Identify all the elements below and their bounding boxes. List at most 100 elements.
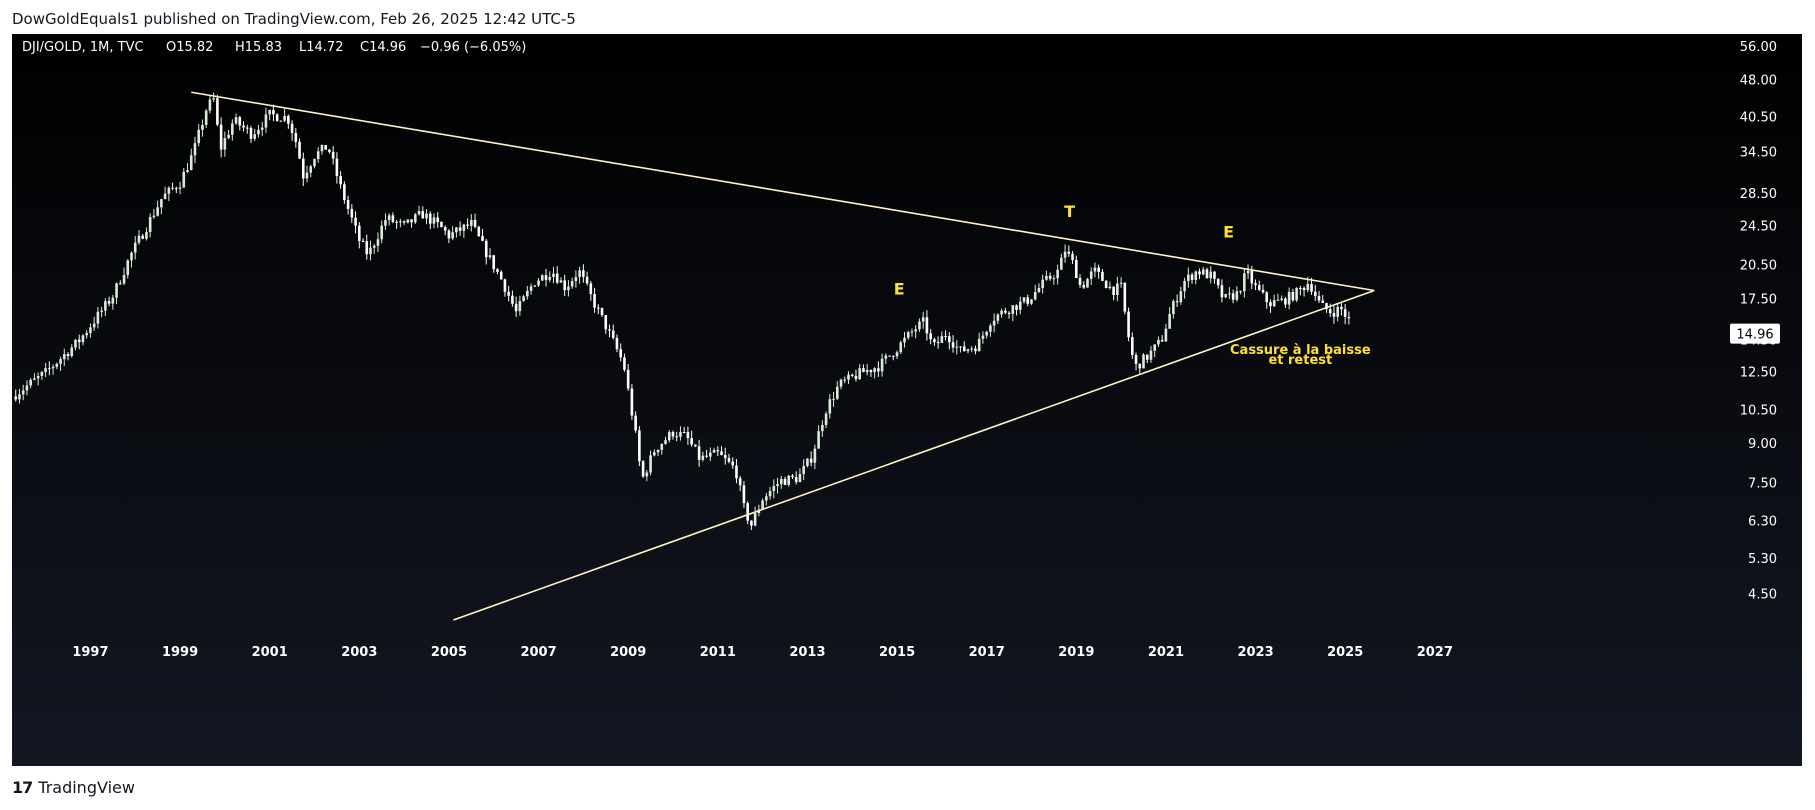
- candle-body: [1235, 291, 1239, 300]
- candle-body: [634, 415, 637, 431]
- candle-body: [1272, 300, 1276, 307]
- candle-body: [1015, 305, 1018, 310]
- candle-body: [645, 472, 649, 477]
- candle: [350, 204, 354, 224]
- pattern-label: E: [1223, 222, 1234, 241]
- candle: [1074, 255, 1078, 279]
- candle: [447, 228, 451, 244]
- candle-body: [1097, 267, 1100, 272]
- candle-body: [888, 355, 891, 357]
- candle-body: [959, 346, 962, 348]
- candle: [204, 108, 208, 128]
- candle-body: [1007, 312, 1011, 314]
- candle-body: [242, 125, 245, 128]
- candle: [1097, 264, 1100, 279]
- candle: [936, 336, 940, 349]
- chart-frame[interactable]: E T E Cassure à la baisse et retest 56.00 48.…: [12, 34, 1802, 766]
- price-axis[interactable]: 56.00 48.00 40.50 34.50 28.50 24.50 20.50 17.50…: [1730, 40, 1780, 602]
- candle-body: [253, 134, 257, 139]
- candle-body: [735, 465, 738, 479]
- candle-body: [839, 379, 843, 387]
- candle: [335, 152, 339, 184]
- candle-body: [331, 151, 335, 159]
- time-tick-label: 2027: [1417, 645, 1453, 660]
- candle: [892, 355, 895, 361]
- candle: [552, 266, 555, 284]
- candle: [488, 248, 492, 260]
- candle: [649, 450, 652, 476]
- candle: [473, 213, 477, 229]
- candle: [634, 411, 637, 433]
- candle: [697, 439, 701, 467]
- candle-body: [466, 224, 469, 226]
- candle: [477, 225, 481, 237]
- candle: [589, 280, 593, 301]
- candle: [940, 331, 944, 343]
- candle: [1168, 307, 1171, 329]
- candle-body: [115, 283, 118, 298]
- time-tick-label: 2001: [252, 645, 288, 660]
- candle: [380, 220, 383, 244]
- candle-body: [1086, 278, 1089, 288]
- candle-body: [29, 379, 32, 386]
- candle-body: [716, 450, 720, 452]
- candle-body: [738, 478, 742, 486]
- candle: [440, 221, 443, 228]
- candle-body: [477, 226, 481, 237]
- candle: [895, 350, 899, 360]
- candle-body: [675, 436, 679, 438]
- candle-body: [1265, 292, 1269, 303]
- candle: [1033, 284, 1037, 301]
- candle: [1243, 268, 1246, 298]
- time-axis[interactable]: 1997 1999 2001 2003 2005 2007 2009 2011 2013 2015…: [72, 645, 1453, 660]
- tradingview-footer[interactable]: 17 TradingView: [12, 778, 135, 797]
- pattern-label: E: [894, 280, 905, 299]
- candle: [623, 353, 626, 372]
- candle-body: [1033, 292, 1037, 300]
- candle: [428, 211, 432, 230]
- candle-body: [391, 215, 395, 222]
- candle-body: [421, 211, 425, 219]
- candle-body: [455, 227, 458, 233]
- candle-body: [1060, 257, 1063, 270]
- candle: [167, 186, 171, 202]
- candle-body: [824, 413, 828, 425]
- candle: [596, 304, 600, 315]
- candle-body: [865, 369, 869, 373]
- candle: [1004, 307, 1007, 315]
- candle: [1063, 244, 1067, 263]
- candle: [1172, 299, 1175, 319]
- candle: [1030, 299, 1033, 305]
- candle: [862, 364, 865, 373]
- candle: [466, 218, 469, 230]
- candle-body: [1194, 271, 1198, 280]
- candle: [709, 447, 712, 462]
- candle: [839, 378, 843, 390]
- candle-body: [425, 213, 428, 219]
- candle: [178, 181, 182, 195]
- candle: [675, 431, 679, 442]
- candle-body: [1254, 283, 1257, 286]
- candle-body: [1067, 251, 1071, 254]
- candle-body: [1187, 274, 1190, 281]
- candle: [197, 124, 201, 147]
- candle-body: [540, 275, 544, 281]
- annotation-text: et retest: [1268, 353, 1332, 368]
- candle-body: [283, 115, 286, 121]
- candle-body: [858, 368, 861, 380]
- candle-body: [1127, 311, 1130, 338]
- candle: [787, 474, 791, 487]
- candle: [518, 295, 522, 316]
- candle-body: [548, 277, 552, 280]
- candle-body: [533, 285, 537, 287]
- candle: [1287, 287, 1291, 310]
- candle-body: [962, 346, 966, 352]
- candle-body: [514, 303, 518, 312]
- candle-body: [623, 357, 626, 370]
- annotation-text: Cassure à la baisse: [1230, 343, 1371, 358]
- price-tick-label: 28.50: [1740, 187, 1777, 202]
- candle-body: [1026, 297, 1030, 304]
- candle-body: [249, 127, 253, 139]
- time-tick-label: 2023: [1237, 645, 1273, 660]
